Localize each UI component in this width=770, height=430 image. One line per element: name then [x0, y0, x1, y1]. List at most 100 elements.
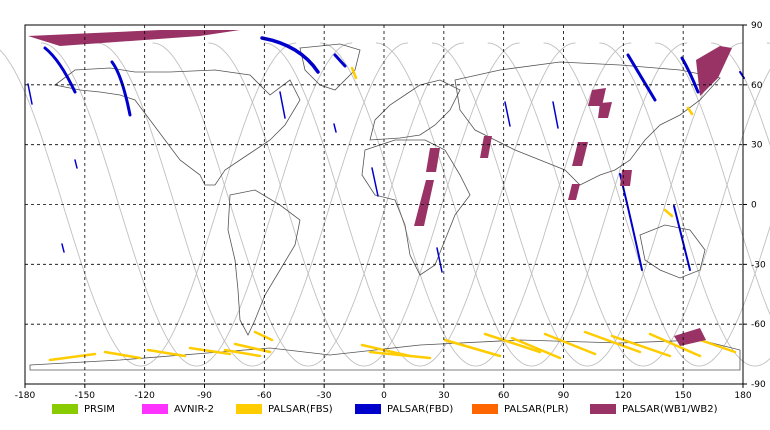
- palsar-fbs-swath: [188, 346, 232, 356]
- palsar-wb-swath: [588, 88, 606, 106]
- x-tick-label: 120: [615, 391, 632, 401]
- x-axis-ticks: -180 -150 -120 -90 -60 -30 0 30 60 90 120 150 180: [15, 384, 752, 401]
- y-tick-label: 30: [751, 141, 763, 151]
- x-tick-label: -90: [197, 391, 212, 401]
- asia-coast: [454, 61, 721, 186]
- palsar-fbd-swath: [673, 205, 691, 271]
- palsar-fbs-swath: [103, 350, 142, 360]
- palsar-fbs-swath: [483, 332, 542, 354]
- palsar-fbs-swath: [583, 330, 642, 354]
- palsar-fbs-swath: [686, 106, 694, 116]
- legend-swatch-palsar-plr: [472, 404, 498, 414]
- south-america-coast: [227, 189, 301, 336]
- palsar-wb-swath: [620, 170, 632, 186]
- palsar-fbs-swath: [663, 208, 674, 218]
- palsar-fbs-swath: [146, 348, 187, 358]
- y-tick-label: -60: [751, 320, 766, 330]
- palsar-fbd-swath: [552, 101, 559, 129]
- x-tick-label: 0: [381, 391, 387, 401]
- orbit-track: [431, 42, 588, 367]
- x-tick-label: 150: [675, 391, 692, 401]
- orbit-track: [96, 42, 253, 367]
- legend-swatch-palsar-fbs: [236, 404, 262, 414]
- legend-label: PALSAR(WB1/WB2): [622, 403, 718, 415]
- legend-label: AVNIR-2: [174, 403, 214, 415]
- x-tick-label: 60: [498, 391, 510, 401]
- legend-item-palsar-plr: PALSAR(PLR): [472, 402, 568, 416]
- x-tick-label: -180: [15, 391, 36, 401]
- x-tick-label: 90: [558, 391, 570, 401]
- orbit-track: [419, 42, 576, 367]
- palsar-fbs-swath: [48, 352, 97, 362]
- palsar-fbd-swath: [333, 53, 347, 68]
- palsar-fbd-swath: [279, 91, 286, 119]
- x-tick-label: 30: [438, 391, 450, 401]
- orbit-track: [196, 42, 353, 367]
- palsar-wb-swath: [414, 180, 434, 226]
- legend-item-palsar-fbd: PALSAR(FBD): [355, 402, 453, 416]
- y-tick-label: 60: [751, 81, 763, 91]
- palsar-wb-swath: [696, 46, 732, 96]
- palsar-wb-swath: [598, 102, 612, 118]
- palsar-fbs-swath: [610, 334, 672, 358]
- orbit-track: [754, 357, 770, 367]
- legend-item-palsar-fbs: PALSAR(FBS): [236, 402, 333, 416]
- orbit-track: [208, 42, 365, 367]
- x-tick-label: -30: [317, 391, 332, 401]
- legend-item-avnir2: AVNIR-2: [142, 402, 214, 416]
- palsar-fbs-swath: [223, 348, 262, 358]
- x-tick-label: -120: [134, 391, 155, 401]
- palsar-wb-swath: [480, 136, 492, 158]
- palsar-wb-swath: [572, 142, 588, 166]
- palsar-fbd-swath: [504, 101, 511, 127]
- palsar-fbs-swath: [698, 338, 737, 354]
- australia-coast: [639, 224, 706, 279]
- palsar-wb-swath: [674, 328, 706, 346]
- palsar-fbd-swath: [260, 36, 320, 74]
- y-tick-label: -30: [751, 260, 766, 270]
- palsar-fbd-swath: [110, 60, 132, 117]
- palsar-wb-swath: [28, 30, 240, 46]
- palsar-fbs-swath: [648, 332, 702, 358]
- palsar-fbd-swath: [436, 247, 443, 273]
- europe-coast: [369, 79, 461, 141]
- orbit-track: [264, 42, 420, 367]
- legend-swatch-prsim: [52, 404, 78, 414]
- palsar-fbd-swath: [27, 83, 33, 105]
- map-background: [25, 25, 743, 384]
- x-tick-label: -150: [75, 391, 96, 401]
- legend-label: PALSAR(FBD): [387, 403, 454, 415]
- palsar-fbs-swath: [368, 350, 432, 360]
- observation-swaths: [27, 30, 745, 362]
- orbit-track: [711, 42, 770, 146]
- palsar-fbd-swath: [680, 56, 700, 94]
- palsar-fbs-swath: [253, 330, 274, 342]
- north-america-coast: [54, 67, 301, 186]
- palsar-wb-swath: [568, 184, 580, 200]
- y-tick-label: 0: [751, 201, 757, 211]
- greenland-coast: [299, 43, 361, 91]
- palsar-fbs-swath: [350, 66, 358, 80]
- x-tick-label: 180: [734, 391, 751, 401]
- palsar-fbd-swath: [43, 46, 77, 94]
- palsar-fbs-swath: [543, 332, 597, 356]
- y-axis-ticks: 90 60 30 0 -30 -60 -90: [743, 21, 766, 390]
- palsar-fbd-swath: [371, 167, 379, 197]
- y-tick-label: -90: [751, 380, 766, 390]
- palsar-fbd-swath: [333, 123, 337, 133]
- legend-swatch-palsar-fbd: [355, 404, 381, 414]
- x-tick-label: -60: [257, 391, 272, 401]
- orbit-track: [40, 42, 197, 367]
- y-tick-label: 90: [751, 21, 763, 31]
- palsar-fbd-swath: [626, 53, 657, 102]
- palsar-fbd-swath: [61, 243, 65, 253]
- legend-label: PALSAR(FBS): [268, 403, 333, 415]
- legend-label: PRSIM: [84, 403, 115, 415]
- palsar-wb-swath: [426, 148, 440, 172]
- orbit-track: [599, 42, 756, 367]
- palsar-fbs-swath: [443, 338, 502, 358]
- legend-label: PALSAR(PLR): [504, 403, 569, 415]
- palsar-fbs-swath: [510, 336, 562, 360]
- legend-item-prsim: PRSIM: [52, 402, 115, 416]
